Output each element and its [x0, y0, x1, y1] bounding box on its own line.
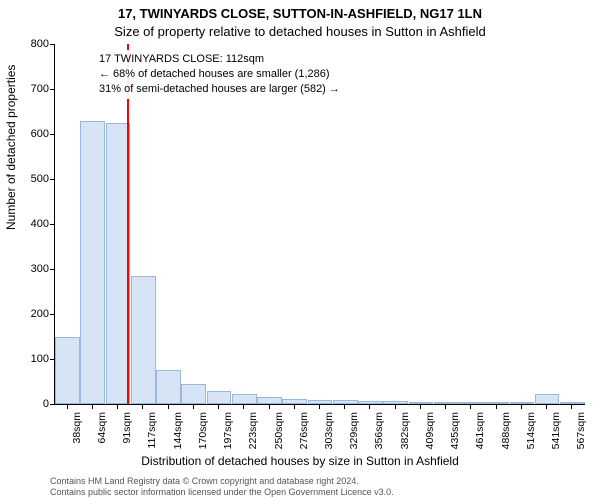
- y-tick-mark: [50, 359, 55, 360]
- histogram-bar: [181, 384, 206, 404]
- x-tick-mark: [319, 404, 320, 409]
- y-tick-mark: [50, 224, 55, 225]
- x-tick-mark: [571, 404, 572, 409]
- histogram-bar: [207, 391, 232, 404]
- y-tick-mark: [50, 89, 55, 90]
- x-tick-mark: [369, 404, 370, 409]
- y-tick-mark: [50, 44, 55, 45]
- y-tick-label: 200: [19, 308, 49, 320]
- footer-line-1: Contains HM Land Registry data © Crown c…: [50, 476, 590, 487]
- chart-container: 17, TWINYARDS CLOSE, SUTTON-IN-ASHFIELD,…: [0, 0, 600, 500]
- x-tick-mark: [117, 404, 118, 409]
- x-axis-label: Distribution of detached houses by size …: [0, 454, 600, 468]
- x-tick-mark: [496, 404, 497, 409]
- histogram-bar: [257, 397, 282, 404]
- y-tick-label: 300: [19, 263, 49, 275]
- x-tick-mark: [294, 404, 295, 409]
- histogram-bar: [55, 337, 80, 405]
- y-tick-label: 400: [19, 218, 49, 230]
- histogram-bar: [131, 276, 156, 404]
- x-tick-mark: [395, 404, 396, 409]
- page-subtitle: Size of property relative to detached ho…: [0, 24, 600, 39]
- x-tick-mark: [193, 404, 194, 409]
- info-box: 17 TWINYARDS CLOSE: 112sqm ← 68% of deta…: [95, 50, 344, 99]
- y-tick-mark: [50, 179, 55, 180]
- y-tick-mark: [50, 134, 55, 135]
- x-tick-mark: [546, 404, 547, 409]
- y-tick-label: 700: [19, 83, 49, 95]
- y-tick-mark: [50, 314, 55, 315]
- page-title: 17, TWINYARDS CLOSE, SUTTON-IN-ASHFIELD,…: [0, 6, 600, 21]
- x-tick-mark: [168, 404, 169, 409]
- info-line-2: ← 68% of detached houses are smaller (1,…: [99, 67, 340, 82]
- plot-area: 0100200300400500600700800 17 TWINYARDS C…: [54, 44, 585, 405]
- x-tick-mark: [521, 404, 522, 409]
- y-tick-mark: [50, 269, 55, 270]
- footer-line-2: Contains public sector information licen…: [50, 487, 590, 498]
- x-tick-mark: [92, 404, 93, 409]
- x-tick-mark: [218, 404, 219, 409]
- histogram-bar: [232, 394, 257, 404]
- y-axis-label: Number of detached properties: [4, 65, 18, 230]
- info-line-3: 31% of semi-detached houses are larger (…: [99, 82, 340, 97]
- attribution: Contains HM Land Registry data © Crown c…: [50, 476, 590, 499]
- y-tick-label: 0: [19, 398, 49, 410]
- x-tick-mark: [344, 404, 345, 409]
- x-tick-mark: [420, 404, 421, 409]
- x-tick-mark: [470, 404, 471, 409]
- histogram-bar: [535, 394, 560, 404]
- x-ticks: 38sqm64sqm91sqm117sqm144sqm170sqm197sqm2…: [54, 404, 584, 454]
- y-tick-label: 100: [19, 353, 49, 365]
- x-tick-mark: [243, 404, 244, 409]
- y-tick-label: 600: [19, 128, 49, 140]
- info-line-1: 17 TWINYARDS CLOSE: 112sqm: [99, 52, 340, 67]
- y-tick-label: 500: [19, 173, 49, 185]
- histogram-bar: [156, 370, 181, 404]
- x-tick-mark: [445, 404, 446, 409]
- x-tick-mark: [67, 404, 68, 409]
- y-tick-label: 800: [19, 38, 49, 50]
- x-tick-mark: [142, 404, 143, 409]
- x-tick-mark: [269, 404, 270, 409]
- histogram-bar: [80, 121, 105, 405]
